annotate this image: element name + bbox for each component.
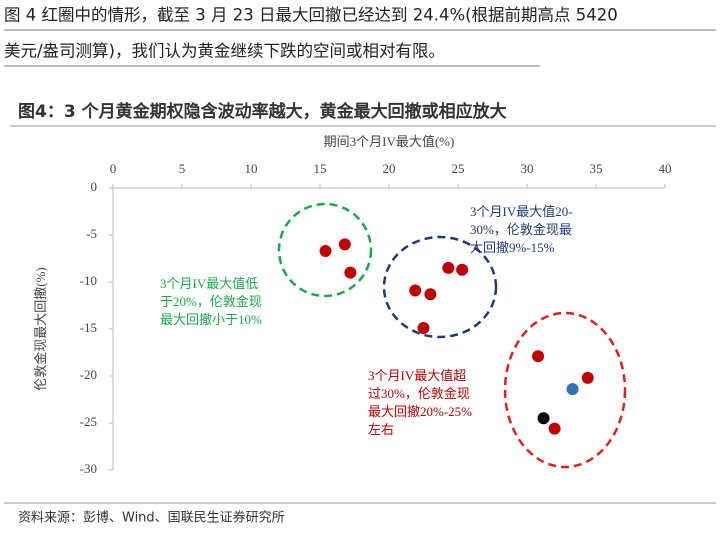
x-tick-label: 30 [521, 161, 534, 176]
x-tick-label: 20 [383, 161, 396, 176]
y-tick-label: -15 [80, 320, 97, 335]
x-tick-label: 10 [245, 161, 258, 176]
point [338, 238, 351, 251]
annotation: 过30%，伦敦金现 [368, 386, 470, 401]
paragraph-line: 图 4 红圈中的情形，截至 3 月 23 日最大回撤已经达到 24.4%(根据前… [4, 6, 618, 25]
point [537, 412, 550, 425]
y-tick-label: -30 [80, 461, 97, 476]
y-tick-label: -10 [80, 273, 97, 288]
green-circle [277, 202, 373, 298]
point [442, 261, 455, 274]
x-tick-label: 40 [659, 161, 672, 176]
paragraph-line: 美元/盎司测算)，我们认为黄金继续下跌的空间或相对有限。 [4, 42, 445, 61]
annotation: 30%，伦敦金现最 [470, 222, 572, 237]
annotation: 于20%，伦敦金现 [160, 294, 262, 309]
x-axis-label: 期间3个月IV最大值(%) [324, 134, 455, 149]
x-tick-label: 35 [590, 161, 603, 176]
source-note: 资料来源：彭博、Wind、国联民生证券研究所 [18, 510, 285, 526]
figure-title: 图4：3 个月黄金期权隐含波动率越大，黄金最大回撤或相应放大 [18, 101, 507, 122]
point [548, 422, 561, 435]
y-tick-label: -25 [80, 414, 97, 429]
y-tick-label: 0 [91, 179, 98, 194]
annotation: 3个月IV最大值超 [368, 368, 466, 383]
x-tick-label: 25 [452, 161, 465, 176]
point [344, 266, 357, 279]
annotation: 左右 [368, 422, 394, 437]
annotation: 大回撤9%-15% [470, 240, 555, 255]
y-tick-label: -20 [80, 367, 97, 382]
point [581, 371, 594, 384]
y-tick-label: -5 [86, 226, 97, 241]
x-tick-label: 15 [314, 161, 327, 176]
point [424, 288, 437, 301]
annotation: 最大回撤小于10% [160, 312, 262, 327]
point [456, 263, 469, 276]
point [532, 350, 545, 363]
red-circle [503, 311, 627, 469]
annotation: 3个月IV最大值20- [470, 204, 573, 219]
point [319, 244, 332, 257]
point [566, 383, 579, 396]
annotation: 3个月IV最大值低 [160, 276, 258, 291]
y-axis-label: 伦敦金现最大回撤(%) [33, 267, 48, 391]
navy-circle [382, 235, 498, 339]
x-tick-label: 5 [179, 161, 186, 176]
point [417, 322, 430, 335]
x-tick-label: 0 [110, 161, 117, 176]
annotation: 最大回撤20%-25% [368, 404, 472, 419]
point [409, 284, 422, 297]
